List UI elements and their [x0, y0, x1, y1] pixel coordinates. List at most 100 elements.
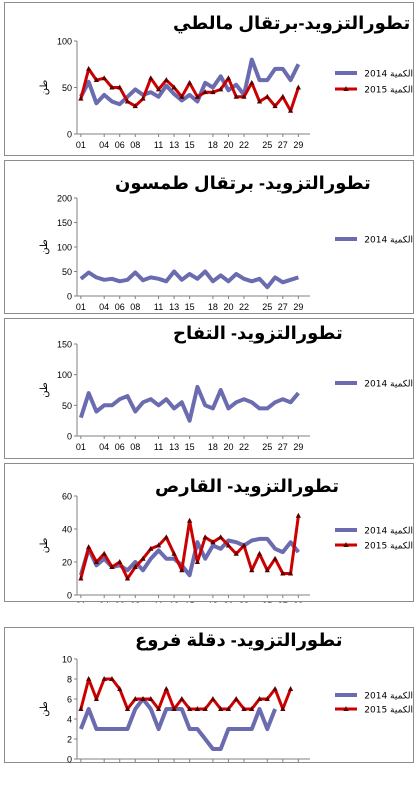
data-point-marker	[295, 512, 301, 518]
data-point-marker	[256, 550, 263, 556]
series-line-1	[78, 384, 300, 423]
data-point-marker	[179, 567, 185, 573]
x-tick-label: 04	[99, 601, 109, 603]
legend-marker	[343, 542, 349, 547]
y-axis-label: طن	[39, 538, 50, 554]
x-tick-label: 18	[208, 601, 218, 603]
series-line-1	[78, 536, 300, 578]
x-tick-label: 18	[208, 302, 218, 312]
data-point-marker	[287, 570, 294, 576]
legend-label: 2014 الكمية	[364, 236, 413, 246]
data-point-marker	[218, 706, 224, 711]
data-point-marker	[140, 555, 146, 561]
x-tick-label: 11	[154, 140, 163, 150]
data-point-marker	[78, 706, 84, 711]
chart-title: تطورالتزويد- برتقال طمسون	[115, 173, 371, 193]
data-point-marker	[202, 89, 208, 95]
legend-label: 2015 الكمية	[364, 86, 413, 96]
chart-svg: 0 50 100 طن 01 04 06 08 11 13 15 18 20 22 25 27 29 2014 ا…	[39, 37, 413, 151]
data-point-marker	[179, 93, 185, 99]
y-tick-label: 0	[67, 292, 72, 302]
data-point-marker	[101, 676, 107, 681]
chart-title: تطورالتزويد-برتقال مالطي	[173, 13, 411, 33]
x-tick-label: 15	[185, 140, 195, 150]
chart-svg: 0 50 100 150 200 طن 01 04 06 08 11 13 15 18 20 22 25 27 29…	[39, 194, 413, 313]
y-tick-label: 0	[67, 755, 72, 765]
data-point-marker	[233, 550, 239, 556]
data-point-marker	[280, 93, 286, 99]
data-point-marker	[272, 686, 278, 691]
data-point-marker	[124, 575, 131, 581]
y-tick-label: 100	[57, 37, 72, 47]
data-point-marker	[171, 706, 177, 711]
data-point-marker	[117, 559, 123, 564]
chart-svg: 0 50 100 150 طن 01 04 06 08 11 13 15 18 20 22 25 27 29 201…	[39, 340, 413, 453]
x-tick-label: 29	[293, 601, 303, 603]
x-tick-label: 22	[239, 601, 249, 603]
x-tick-label: 04	[99, 442, 109, 452]
x-tick-label: 27	[278, 601, 288, 603]
data-point-marker	[225, 542, 232, 548]
chart-title: تطورالتزويد- القارص	[155, 476, 339, 496]
y-tick-label: 200	[57, 194, 72, 204]
data-point-marker	[117, 686, 123, 691]
legend-label: 2014 الكمية	[364, 527, 413, 537]
y-axis-label: طن	[39, 701, 50, 717]
data-point-marker	[109, 676, 115, 681]
data-point-marker	[101, 75, 107, 81]
data-point-marker	[124, 706, 131, 711]
data-point-marker	[132, 696, 138, 701]
y-tick-label: 50	[62, 401, 72, 411]
data-point-marker	[179, 696, 185, 701]
series-line-1	[79, 697, 277, 751]
x-tick-label: 01	[76, 442, 86, 452]
data-point-marker	[86, 544, 92, 550]
x-tick-label: 22	[239, 140, 249, 150]
x-tick-label: 08	[130, 601, 140, 603]
x-tick-label: 20	[223, 140, 233, 150]
data-point-marker	[280, 570, 286, 576]
x-tick-label: 11	[154, 302, 163, 312]
data-point-marker	[109, 563, 115, 569]
data-point-marker	[117, 84, 123, 90]
y-tick-label: 60	[62, 492, 72, 502]
y-tick-label: 0	[67, 432, 72, 442]
data-point-marker	[241, 706, 247, 711]
x-tick-label: 13	[169, 601, 179, 603]
data-point-marker	[194, 93, 200, 99]
x-tick-label: 27	[278, 442, 288, 452]
data-point-marker	[140, 696, 146, 701]
y-tick-label: 20	[62, 558, 72, 568]
data-point-marker	[132, 103, 138, 109]
data-point-marker	[86, 676, 92, 681]
data-point-marker	[225, 75, 232, 81]
legend-label: 2014 الكمية	[364, 380, 413, 390]
data-point-marker	[148, 75, 154, 81]
x-tick-label: 27	[278, 302, 288, 312]
x-tick-label: 01	[76, 601, 86, 603]
data-point-marker	[148, 545, 154, 551]
data-point-marker	[241, 542, 247, 548]
y-tick-label: 100	[57, 370, 72, 380]
data-point-marker	[210, 539, 216, 545]
x-tick-label: 06	[115, 140, 125, 150]
data-point-marker	[256, 98, 263, 104]
data-point-marker	[155, 542, 162, 548]
legend-label: 2015 الكمية	[364, 542, 413, 552]
data-point-marker	[171, 84, 177, 90]
data-point-marker	[249, 706, 255, 711]
chart-title: تطورالتزويد- التفاح	[173, 323, 343, 343]
data-point-marker	[194, 706, 200, 711]
data-point-marker	[171, 550, 177, 556]
data-point-marker	[272, 103, 278, 109]
data-point-marker	[163, 77, 169, 83]
y-tick-label: 4	[67, 715, 72, 725]
x-tick-label: 01	[76, 302, 86, 312]
chart-title: تطورالتزويد- دقلة فروع	[135, 630, 343, 650]
x-tick-label: 04	[99, 302, 109, 312]
data-point-marker	[148, 696, 154, 701]
data-point-marker	[218, 534, 224, 540]
x-tick-label: 11	[154, 442, 163, 452]
x-tick-label: 08	[130, 140, 140, 150]
data-point-marker	[287, 686, 294, 691]
